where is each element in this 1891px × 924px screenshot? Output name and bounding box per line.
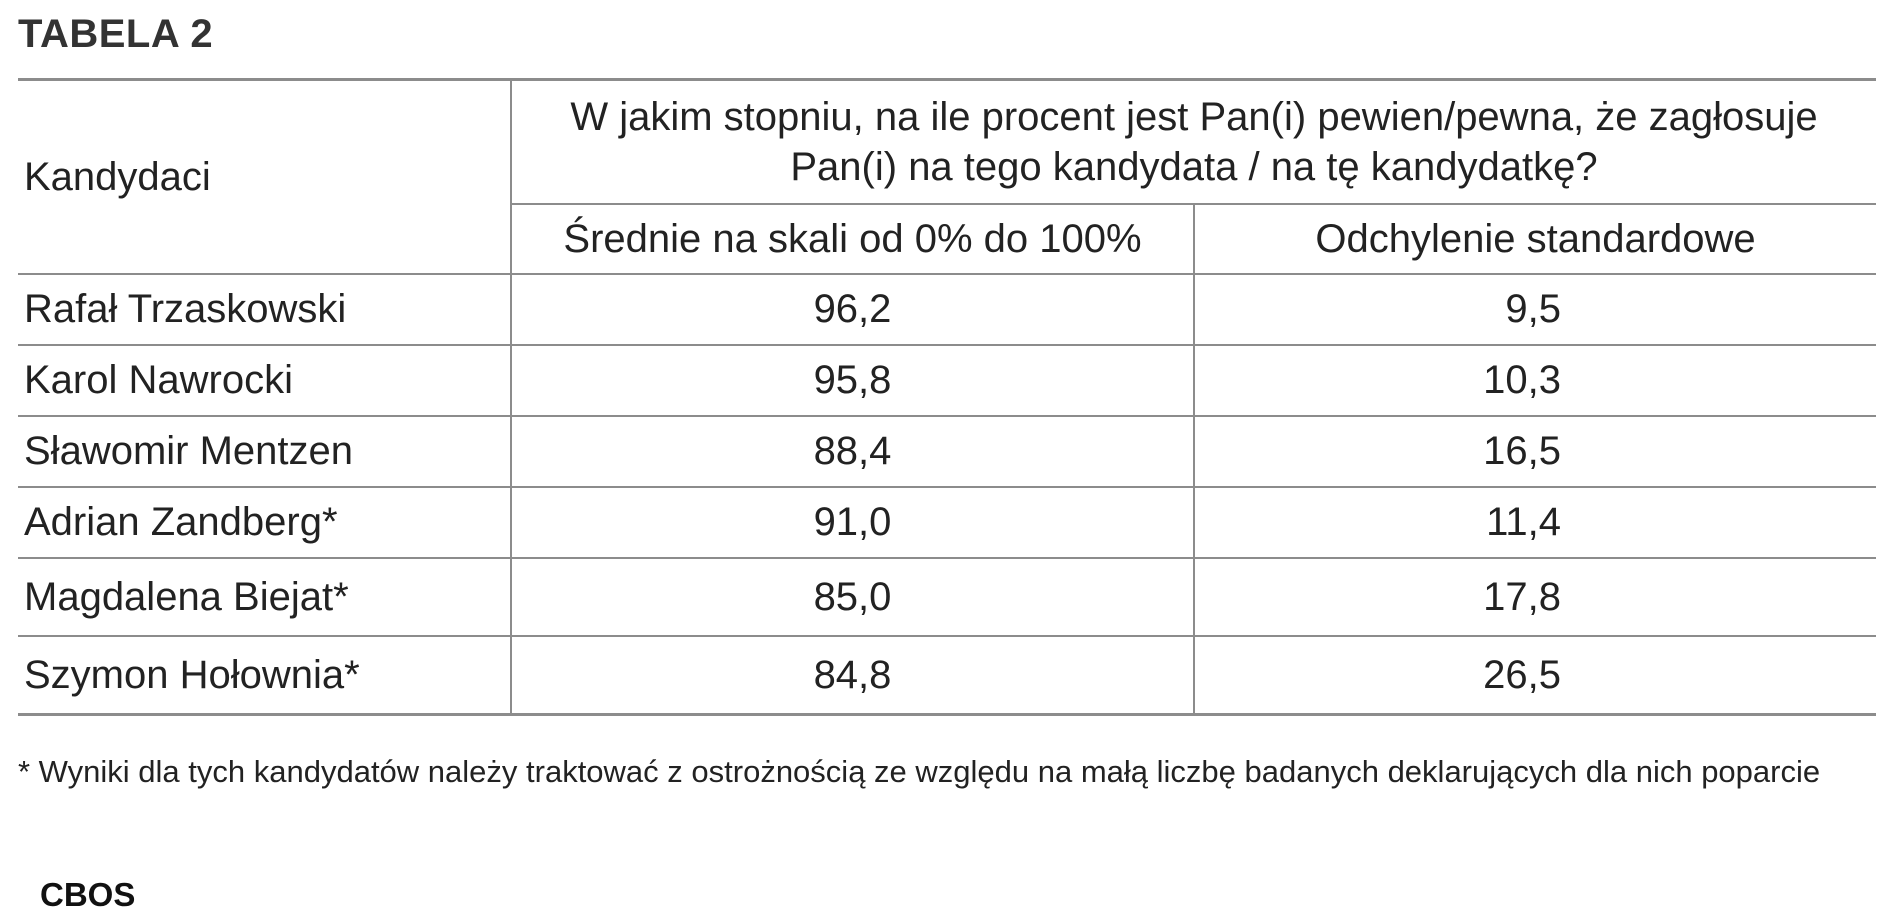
mean-value: 85,0 [511, 558, 1195, 637]
table-row: Magdalena Biejat* 85,0 17,8 [18, 558, 1876, 637]
mean-value: 96,2 [511, 274, 1195, 346]
sd-value: 11,4 [1194, 487, 1876, 559]
table-title: TABELA 2 [18, 12, 214, 56]
table-row: Szymon Hołownia* 84,8 26,5 [18, 636, 1876, 716]
mean-value: 84,8 [511, 636, 1195, 716]
candidate-name: Magdalena Biejat* [18, 558, 512, 637]
sd-value: 10,3 [1194, 345, 1876, 417]
header-mean: Średnie na skali od 0% do 100% [511, 204, 1195, 275]
header-row-sub: Średnie na skali od 0% do 100% Odchyleni… [18, 204, 1876, 275]
header-sd: Odchylenie standardowe [1194, 204, 1876, 275]
mean-value: 95,8 [511, 345, 1195, 417]
candidate-name: Sławomir Mentzen [18, 416, 512, 488]
table-row: Rafał Trzaskowski 96,2 9,5 [18, 274, 1876, 346]
header-row-question: Kandydaci W jakim stopniu, na ile procen… [18, 78, 1876, 275]
candidate-name: Szymon Hołownia* [18, 636, 512, 716]
table-row: Sławomir Mentzen 88,4 16,5 [18, 416, 1876, 488]
data-table-container: Kandydaci W jakim stopniu, na ile procen… [18, 78, 1876, 716]
table-row: Karol Nawrocki 95,8 10,3 [18, 345, 1876, 417]
candidate-name: Karol Nawrocki [18, 345, 512, 417]
sd-value: 9,5 [1194, 274, 1876, 346]
table-row: Adrian Zandberg* 91,0 11,4 [18, 487, 1876, 559]
sd-value: 17,8 [1194, 558, 1876, 637]
header-candidates: Kandydaci [18, 78, 512, 275]
sd-value: 26,5 [1194, 636, 1876, 716]
source-label: CBOS [40, 876, 136, 913]
data-table: Kandydaci W jakim stopniu, na ile procen… [18, 78, 1876, 716]
sd-value: 16,5 [1194, 416, 1876, 488]
candidate-name: Adrian Zandberg* [18, 487, 512, 559]
footnote: * Wyniki dla tych kandydatów należy trak… [18, 754, 1821, 789]
mean-value: 88,4 [511, 416, 1195, 488]
candidate-name: Rafał Trzaskowski [18, 274, 512, 346]
mean-value: 91,0 [511, 487, 1195, 559]
header-question: W jakim stopniu, na ile procent jest Pan… [511, 78, 1876, 205]
